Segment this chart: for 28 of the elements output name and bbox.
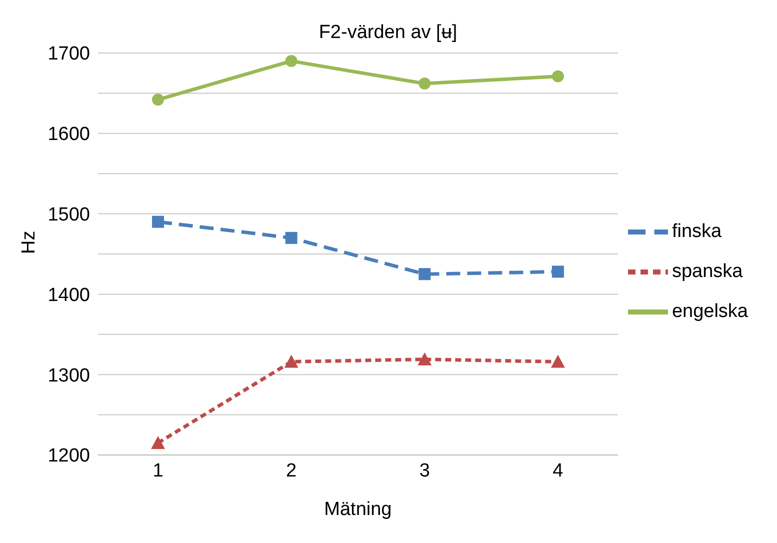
- point: [285, 55, 298, 68]
- point: [152, 216, 164, 228]
- y-tick-label: 1500: [48, 204, 90, 226]
- y-tick-label: 1200: [48, 446, 90, 467]
- y-tick-label: 1400: [48, 284, 90, 306]
- legend-label: spanska: [672, 260, 743, 282]
- x-tick-label: 2: [286, 460, 297, 482]
- x-axis-title: Mätning: [324, 499, 392, 520]
- x-tick-label: 1: [152, 460, 164, 482]
- point: [151, 436, 165, 449]
- chart-title: F2-värden av [ʉ]: [318, 22, 458, 43]
- point: [418, 78, 431, 90]
- legend-label: engelska: [672, 300, 748, 322]
- x-tick-label: 4: [552, 460, 564, 482]
- point: [285, 232, 298, 244]
- y-tick-label: 1700: [48, 44, 90, 65]
- x-tick-label: 3: [419, 460, 430, 482]
- point: [152, 94, 164, 106]
- point: [552, 70, 564, 82]
- y-tick-label: 1300: [48, 365, 90, 386]
- legend-label: finska: [672, 220, 722, 242]
- point: [284, 354, 298, 368]
- y-axis-title: Hz: [18, 230, 40, 254]
- point: [418, 352, 432, 366]
- point: [418, 268, 431, 280]
- point: [550, 354, 565, 368]
- point: [552, 266, 564, 278]
- y-tick-label: 1600: [48, 124, 90, 146]
